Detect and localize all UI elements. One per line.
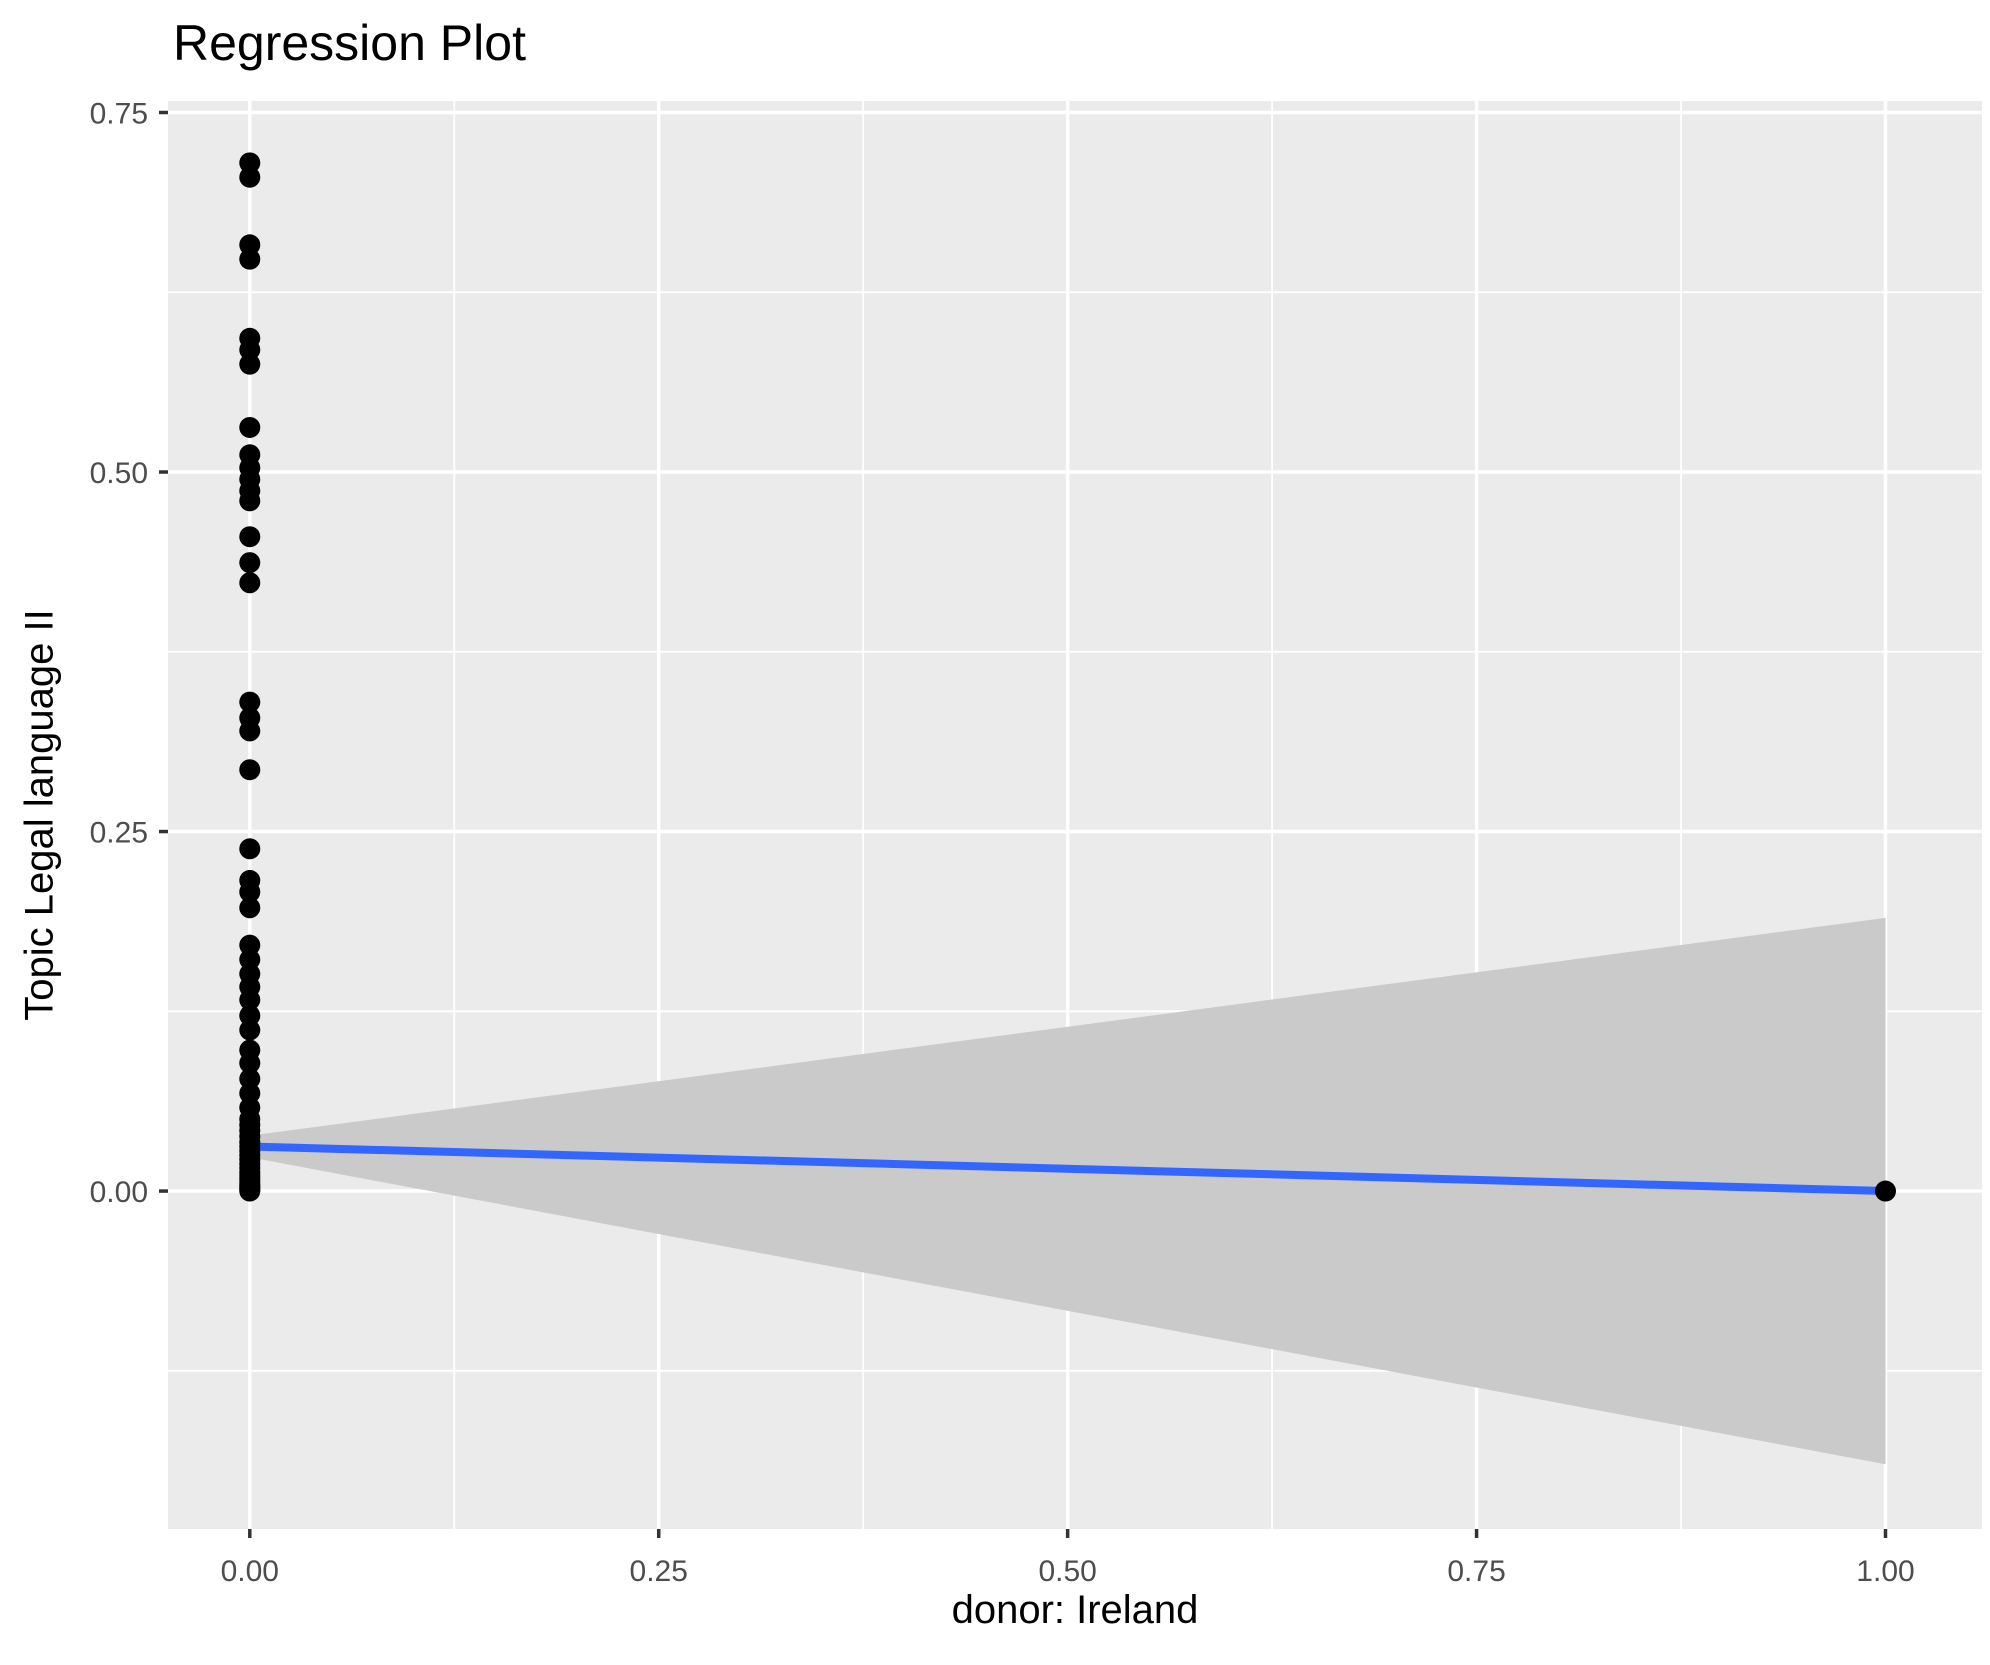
data-point — [239, 353, 261, 375]
confidence-band — [249, 917, 1886, 1465]
data-point — [239, 691, 261, 713]
y-tick-label: 0.25 — [90, 817, 148, 850]
y-tick-label: 0.50 — [90, 457, 148, 490]
data-point — [1874, 1180, 1896, 1202]
data-point — [239, 1019, 261, 1041]
data-point — [239, 490, 261, 512]
regression-line — [245, 1142, 1890, 1196]
data-point — [239, 526, 261, 548]
data-point — [239, 949, 261, 971]
data-point — [239, 1005, 261, 1027]
data-point — [239, 416, 261, 438]
data-point — [239, 572, 261, 594]
data-point — [239, 934, 261, 956]
x-tick-label: 0.75 — [1447, 1555, 1505, 1588]
y-axis-title: Topic Legal language II — [17, 609, 62, 1021]
data-point — [239, 881, 261, 903]
y-tick-label: 0.75 — [90, 98, 148, 131]
data-point — [239, 248, 261, 270]
x-tick-label: 0.50 — [1038, 1555, 1096, 1588]
data-point — [239, 720, 261, 742]
plot-title: Regression Plot — [173, 15, 526, 71]
data-point — [239, 166, 261, 188]
data-point — [239, 759, 261, 781]
data-point — [239, 1052, 261, 1074]
x-axis-title: donor: Ireland — [951, 1588, 1199, 1632]
x-tick-label: 0.00 — [221, 1555, 279, 1588]
data-point — [239, 234, 261, 256]
data-point — [239, 552, 261, 574]
x-tick-label: 1.00 — [1856, 1555, 1914, 1588]
data-point — [239, 1082, 261, 1104]
x-tick-label: 0.25 — [630, 1555, 688, 1588]
y-tick-label: 0.00 — [90, 1176, 148, 1209]
data-point — [239, 838, 261, 860]
data-point — [239, 339, 261, 361]
data-point — [239, 1068, 261, 1090]
data-point — [239, 152, 261, 174]
data-point — [239, 989, 261, 1011]
data-point — [239, 1180, 261, 1202]
data-point — [239, 897, 261, 919]
